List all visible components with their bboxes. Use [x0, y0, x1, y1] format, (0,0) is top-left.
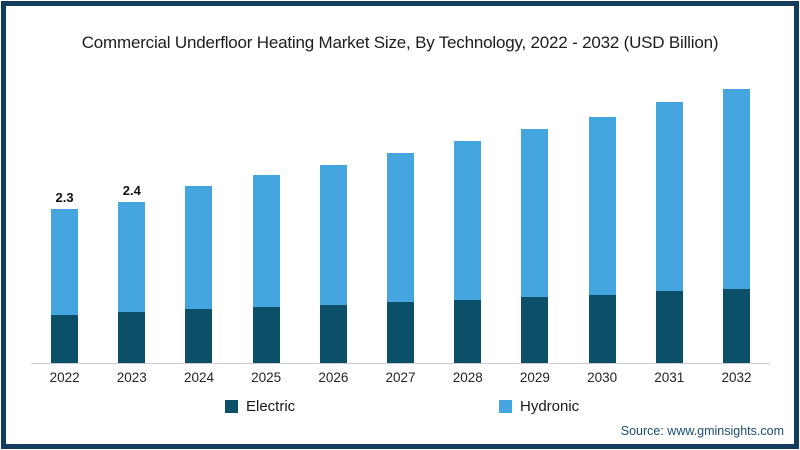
hydronic-bar-segment — [655, 102, 683, 292]
legend-item-hydronic: Hydronic — [499, 398, 579, 415]
stacked-bar-2027 — [387, 152, 415, 363]
bar-chart-plot-area: 2.3 2.4 — [31, 78, 770, 363]
bar-group-2025 — [233, 78, 300, 363]
hydronic-bar-segment — [51, 208, 79, 315]
stacked-bar-2023 — [118, 202, 146, 363]
electric-bar-segment — [185, 309, 213, 363]
hydronic-bar-segment — [118, 202, 146, 313]
source-credit[interactable]: Source: www.gminsights.com — [620, 424, 784, 438]
stacked-bar-2025 — [252, 175, 280, 363]
electric-bar-segment — [319, 304, 347, 363]
bar-group-2026 — [300, 78, 367, 363]
stacked-bar-2030 — [588, 117, 616, 363]
hydronic-swatch-icon — [499, 400, 512, 413]
electric-bar-segment — [588, 294, 616, 363]
electric-bar-segment — [454, 300, 482, 363]
hydronic-bar-segment — [252, 175, 280, 308]
hydronic-bar-segment — [185, 186, 213, 310]
stacked-bar-2029 — [521, 128, 549, 363]
electric-bar-segment — [722, 288, 750, 363]
electric-bar-segment — [521, 297, 549, 363]
bar-group-2031 — [636, 78, 703, 363]
electric-bar-segment — [387, 302, 415, 363]
stacked-bar-2022 — [51, 208, 79, 363]
x-axis-label-2026: 2026 — [318, 370, 349, 385]
stacked-bar-2032 — [722, 88, 750, 363]
stacked-bar-2024 — [185, 186, 213, 363]
x-axis-label-2032: 2032 — [721, 370, 752, 385]
bar-group-2024 — [165, 78, 232, 363]
bar-value-label-2022: 2.3 — [55, 189, 74, 205]
hydronic-bar-segment — [521, 128, 549, 298]
chart-legend: Electric Hydronic — [0, 398, 800, 420]
electric-bar-segment — [118, 312, 146, 363]
hydronic-bar-segment — [588, 117, 616, 295]
electric-bar-segment — [252, 307, 280, 363]
stacked-bar-2028 — [454, 141, 482, 363]
electric-swatch-icon — [225, 400, 238, 413]
bar-group-2029 — [501, 78, 568, 363]
legend-item-electric: Electric — [225, 398, 295, 415]
x-axis-label-2024: 2024 — [183, 370, 214, 385]
x-axis-label-2022: 2022 — [49, 370, 80, 385]
hydronic-bar-segment — [319, 164, 347, 305]
x-axis-line — [31, 363, 770, 364]
hydronic-bar-segment — [722, 88, 750, 289]
x-axis-label-2030: 2030 — [587, 370, 618, 385]
x-axis-label-2031: 2031 — [654, 370, 685, 385]
bar-group-2028 — [434, 78, 501, 363]
bar-group-2023: 2.4 — [98, 78, 165, 363]
x-axis-label-2027: 2027 — [385, 370, 416, 385]
bar-value-label-2023: 2.4 — [122, 183, 141, 199]
legend-label-hydronic: Hydronic — [520, 398, 580, 415]
x-axis-label-2029: 2029 — [519, 370, 550, 385]
bar-group-2030 — [569, 78, 636, 363]
bar-group-2032 — [703, 78, 770, 363]
stacked-bar-2031 — [655, 102, 683, 363]
hydronic-bar-segment — [387, 152, 415, 303]
bar-group-2022: 2.3 — [31, 78, 98, 363]
chart-title: Commercial Underfloor Heating Market Siz… — [81, 33, 719, 52]
electric-bar-segment — [51, 314, 79, 363]
x-axis-labels: 2022 2023 2024 2025 2026 2027 2028 2029 2030 2031… — [31, 370, 770, 385]
hydronic-bar-segment — [454, 141, 482, 301]
x-axis-label-2028: 2028 — [452, 370, 483, 385]
stacked-bar-2026 — [319, 164, 347, 363]
electric-bar-segment — [655, 291, 683, 363]
x-axis-label-2025: 2025 — [251, 370, 282, 385]
legend-label-electric: Electric — [246, 398, 296, 415]
x-axis-label-2023: 2023 — [116, 370, 147, 385]
bar-group-2027 — [367, 78, 434, 363]
